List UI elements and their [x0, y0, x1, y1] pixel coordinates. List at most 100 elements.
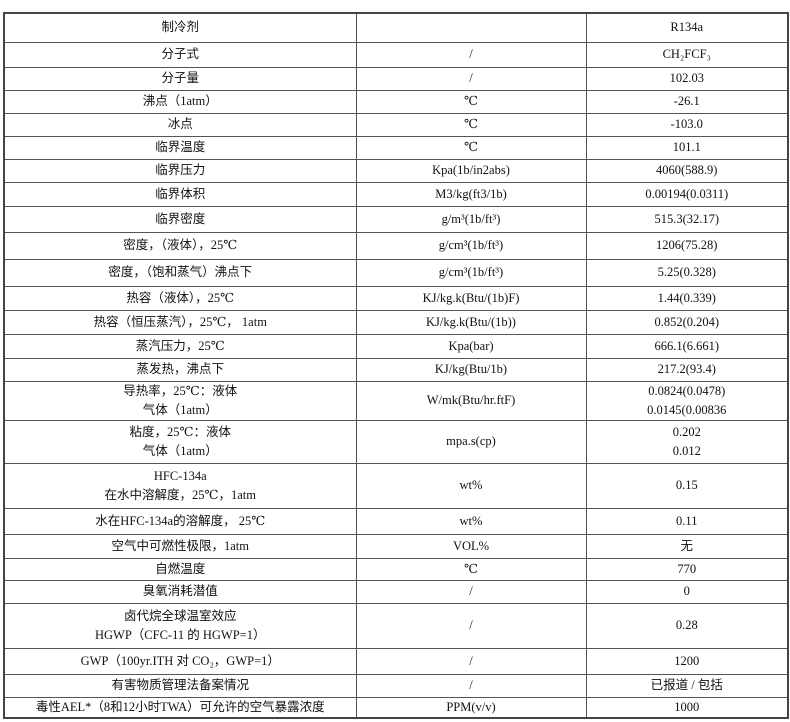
property-cell: 蒸发热，沸点下 — [3, 357, 357, 382]
value-cell: 515.3(32.17) — [585, 205, 789, 233]
property-cell: 冰点 — [3, 112, 357, 137]
unit-cell: g/cm³(1b/ft³) — [355, 231, 587, 260]
value-cell: 101.1 — [585, 135, 789, 160]
table-row: 热容（液体），25℃ KJ/kg.k(Btu/(1b)F) 1.44(0.339) — [3, 285, 789, 311]
table-row: 导热率，25℃：液体 气体（1atm） W/mk(Btu/hr.ftF) 0.082… — [3, 380, 789, 421]
value-cell: 4060(588.9) — [585, 158, 789, 183]
table-row: 有害物质管理法备案情况 / 已报道 / 包括 — [3, 673, 789, 698]
property-cell: 分子式 — [3, 41, 357, 68]
value-cell: 0.202 0.012 — [585, 419, 789, 464]
table-row: 水在HFC-134a的溶解度， 25℃ wt% 0.11 — [3, 507, 789, 535]
value-cell: 0.28 — [585, 602, 789, 649]
value-cell: 5.25(0.328) — [585, 258, 789, 287]
property-cell: GWP（100yr.ITH 对 CO₂，GWP=1） — [3, 647, 357, 675]
table-row: 分子量/102.03 — [3, 66, 789, 91]
unit-cell: / — [355, 579, 587, 604]
table-row: 臭氧消耗潜值/0 — [3, 579, 789, 604]
value-cell: R134a — [585, 12, 789, 43]
value-cell: -26.1 — [585, 89, 789, 114]
property-cell: 临界密度 — [3, 205, 357, 233]
table-row: 粘度，25℃：液体 气体（1atm） mpa.s(cp) 0.202 0.012 — [3, 419, 789, 464]
unit-cell: KJ/kg(Btu/1b) — [355, 357, 587, 382]
unit-cell: M3/kg(ft3/1b) — [355, 181, 587, 207]
table-row: HFC-134a 在水中溶解度，25℃，1atm wt% 0.15 — [3, 462, 789, 509]
table-row: 热容（恒压蒸汽），25℃， 1atm KJ/kg.k(Btu/(1b)) 0.852… — [3, 309, 789, 335]
value-cell: 666.1(6.661) — [585, 333, 789, 359]
table-row: 蒸发热，沸点下 KJ/kg(Btu/1b) 217.2(93.4) — [3, 357, 789, 382]
table-row: 制冷剂 R134a — [3, 12, 789, 43]
table-row: 密度，（饱和蒸气）沸点下 g/cm³(1b/ft³) 5.25(0.328) — [3, 258, 789, 287]
unit-cell: mpa.s(cp) — [355, 419, 587, 464]
unit-cell: ℃ — [355, 112, 587, 137]
table-row: 临界密度 g/m³(1b/ft³) 515.3(32.17) — [3, 205, 789, 233]
table-row: 蒸汽压力，25℃ Kpa(bar) 666.1(6.661) — [3, 333, 789, 359]
property-cell: 热容（恒压蒸汽），25℃， 1atm — [3, 309, 357, 335]
table-row: 卤代烷全球温室效应 HGWP（CFC-11 的 HGWP=1）/0.28 — [3, 602, 789, 649]
unit-cell: W/mk(Btu/hr.ftF) — [355, 380, 587, 421]
unit-cell: KJ/kg.k(Btu/(1b)) — [355, 309, 587, 335]
property-cell: 臭氧消耗潜值 — [3, 579, 357, 604]
property-cell: 粘度，25℃：液体 气体（1atm） — [3, 419, 357, 464]
property-cell: 导热率，25℃：液体 气体（1atm） — [3, 380, 357, 421]
value-cell: 770 — [585, 557, 789, 581]
property-cell: 卤代烷全球温室效应 HGWP（CFC-11 的 HGWP=1） — [3, 602, 357, 649]
unit-cell: / — [355, 602, 587, 649]
value-cell: 1.44(0.339) — [585, 285, 789, 311]
value-cell: 0.0824(0.0478) 0.0145(0.00836 — [585, 380, 789, 421]
property-cell: 水在HFC-134a的溶解度， 25℃ — [3, 507, 357, 535]
property-cell: 密度，（饱和蒸气）沸点下 — [3, 258, 357, 287]
unit-cell: / — [355, 647, 587, 675]
table-row: 自燃温度 ℃ 770 — [3, 557, 789, 581]
value-cell: -103.0 — [585, 112, 789, 137]
property-cell: 有害物质管理法备案情况 — [3, 673, 357, 698]
table-row: 临界体积 M3/kg(ft3/1b) 0.00194(0.0311) — [3, 181, 789, 207]
table-row: 空气中可燃性极限，1atm VOL% 无 — [3, 533, 789, 559]
unit-cell: g/m³(1b/ft³) — [355, 205, 587, 233]
unit-cell: PPM(v/v) — [355, 696, 587, 719]
property-cell: 毒性AEL*（8和12小时TWA）可允许的空气暴露浓度 — [3, 696, 357, 719]
property-cell: 密度，（液体），25℃ — [3, 231, 357, 260]
unit-cell: g/cm³(1b/ft³) — [355, 258, 587, 287]
value-cell: 0 — [585, 579, 789, 604]
unit-cell: Kpa(bar) — [355, 333, 587, 359]
value-cell: 1206(75.28) — [585, 231, 789, 260]
property-cell: 自燃温度 — [3, 557, 357, 581]
property-cell: 沸点（1atm） — [3, 89, 357, 114]
table-row: 沸点（1atm） ℃ -26.1 — [3, 89, 789, 114]
property-cell: 热容（液体），25℃ — [3, 285, 357, 311]
r134a-properties-table: 制冷剂 R134a 分子式 / CH₂FCF₃ 分子量/102.03 沸点（1atm） ℃ -2… — [3, 12, 789, 719]
value-cell: CH₂FCF₃ — [585, 41, 789, 68]
property-cell: 临界压力 — [3, 158, 357, 183]
value-cell: 已报道 / 包括 — [585, 673, 789, 698]
property-cell: 空气中可燃性极限，1atm — [3, 533, 357, 559]
table-row: 分子式 / CH₂FCF₃ — [3, 41, 789, 68]
table-row: 临界温度 ℃ 101.1 — [3, 135, 789, 160]
unit-cell: ℃ — [355, 557, 587, 581]
unit-cell — [355, 12, 587, 43]
value-cell: 0.11 — [585, 507, 789, 535]
unit-cell: ℃ — [355, 135, 587, 160]
property-cell: 蒸汽压力，25℃ — [3, 333, 357, 359]
value-cell: 1000 — [585, 696, 789, 719]
value-cell: 102.03 — [585, 66, 789, 91]
unit-cell: wt% — [355, 507, 587, 535]
unit-cell: KJ/kg.k(Btu/(1b)F) — [355, 285, 587, 311]
value-cell: 无 — [585, 533, 789, 559]
unit-cell: Kpa(1b/in2abs) — [355, 158, 587, 183]
value-cell: 0.00194(0.0311) — [585, 181, 789, 207]
unit-cell: wt% — [355, 462, 587, 509]
table-row: 毒性AEL*（8和12小时TWA）可允许的空气暴露浓度 PPM(v/v) 1000 — [3, 696, 789, 719]
value-cell: 0.852(0.204) — [585, 309, 789, 335]
table-row: 临界压力 Kpa(1b/in2abs) 4060(588.9) — [3, 158, 789, 183]
value-cell: 0.15 — [585, 462, 789, 509]
value-cell: 217.2(93.4) — [585, 357, 789, 382]
property-cell: 临界体积 — [3, 181, 357, 207]
unit-cell: / — [355, 673, 587, 698]
unit-cell: / — [355, 41, 587, 68]
value-cell: 1200 — [585, 647, 789, 675]
property-cell: 临界温度 — [3, 135, 357, 160]
property-cell: 制冷剂 — [3, 12, 357, 43]
table-row: GWP（100yr.ITH 对 CO₂，GWP=1）/1200 — [3, 647, 789, 675]
table-row: 冰点 ℃ -103.0 — [3, 112, 789, 137]
unit-cell: ℃ — [355, 89, 587, 114]
